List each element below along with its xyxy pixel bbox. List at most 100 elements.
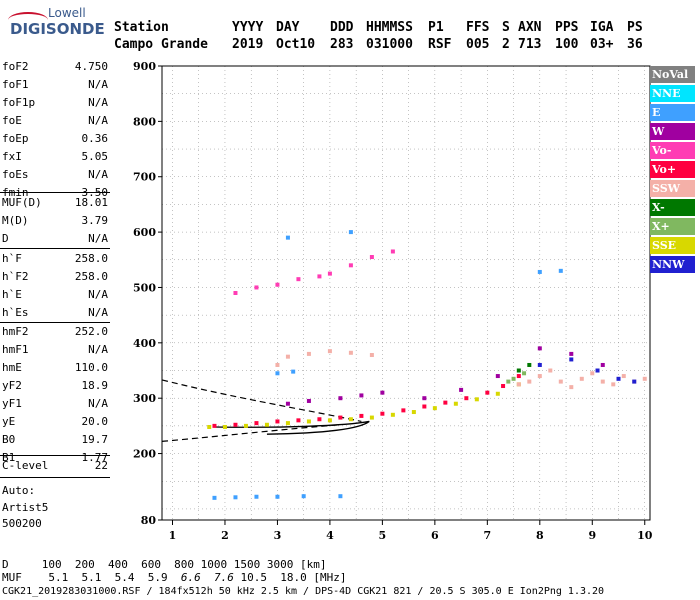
echo-point-ssw (590, 371, 595, 376)
legend-item-noval: NoVal (650, 66, 695, 83)
param-name: yF1 (2, 397, 22, 410)
echo-point-sse (306, 419, 311, 424)
echo-point-sse (327, 418, 332, 423)
header-value-axn: 713 (518, 37, 542, 52)
echo-point-w (600, 362, 605, 367)
echo-point-nnw (616, 376, 621, 381)
legend-item-vo-: Vo+ (650, 161, 695, 178)
echo-point-nnw (632, 379, 637, 384)
muf-value: 18.0 (266, 571, 307, 584)
echo-point-e (338, 494, 343, 499)
header-value-pps: 100 (555, 37, 579, 52)
param-row: M(D) 3.79 (0, 212, 110, 230)
param-row: foE N/A (0, 112, 110, 130)
param-row: fxI 5.05 (0, 148, 110, 166)
header-value-yyyy: 2019 (232, 37, 264, 52)
echo-point-sse (495, 391, 500, 396)
y-tick-label: 80 (141, 514, 157, 527)
echo-point-sse (432, 406, 437, 411)
x-tick-label: 6 (431, 529, 439, 542)
param-value: N/A (88, 96, 108, 109)
echo-point-ssw (285, 354, 290, 359)
header-value-ffs: 005 (466, 37, 490, 52)
param-row: h`E N/A (0, 286, 110, 304)
echo-point-vo- (317, 417, 322, 422)
param-row: h`F2 258.0 (0, 268, 110, 286)
y-tick-label: 600 (133, 226, 156, 239)
muf-value: 5.9 (134, 571, 168, 584)
muf-value: 5.4 (101, 571, 135, 584)
param-value: N/A (88, 78, 108, 91)
echo-point-ssw (621, 374, 626, 379)
echo-point-ssw (642, 376, 647, 381)
echo-point-x- (506, 379, 511, 384)
param-value: 3.79 (81, 214, 109, 227)
echo-point-sse (369, 415, 374, 420)
param-value: 1.77 (81, 451, 109, 464)
echo-point-e (537, 269, 542, 274)
echo-point-ssw (537, 374, 542, 379)
y-tick-label: 700 (133, 171, 156, 184)
echo-point-vo- (390, 249, 395, 254)
header-value-ddd: 283 (330, 37, 354, 52)
x-tick-label: 4 (326, 529, 334, 542)
x-tick-label: 1 (169, 529, 177, 542)
echo-point-vo- (501, 384, 506, 389)
echo-point-ssw (600, 379, 605, 384)
param-name: foF1 (2, 78, 29, 91)
echo-point-nnw (595, 368, 600, 373)
header-label-s: S (502, 20, 510, 35)
header-label-station: Station (114, 20, 169, 35)
echo-point-w (285, 401, 290, 406)
param-name: MUF(D) (2, 196, 42, 209)
echo-point-ssw (348, 350, 353, 355)
echo-point-vo- (254, 421, 259, 426)
echo-point-vo- (212, 423, 217, 428)
legend-item-w: W (650, 123, 695, 140)
echo-point-vo- (485, 390, 490, 395)
param-name: hmF2 (2, 325, 29, 338)
param-name: yE (2, 415, 16, 428)
param-value: 20.0 (81, 415, 109, 428)
echo-point-ssw (369, 353, 374, 358)
param-name: foEp (2, 132, 29, 145)
echo-point-e (291, 369, 296, 374)
param-value: 110.0 (74, 361, 108, 374)
echo-point-nnw (537, 362, 542, 367)
param-name: foF1p (2, 96, 36, 109)
echo-point-vo- (254, 285, 259, 290)
param-row: hmE 110.0 (0, 359, 110, 377)
legend-item-nne: NNE (650, 85, 695, 102)
header-label-pps: PPS (555, 20, 579, 35)
echo-point-w (459, 387, 464, 392)
echo-point-ssw (611, 382, 616, 387)
x-tick-label: 8 (536, 529, 544, 542)
echo-point-vo- (233, 291, 238, 295)
header-label-day: DAY (276, 20, 300, 35)
param-value: 18.01 (74, 196, 108, 209)
x-tick-label: 10 (637, 529, 653, 542)
param-value: 4.750 (74, 60, 108, 73)
echo-points (207, 230, 647, 500)
param-name: h`E (2, 288, 22, 301)
echo-point-vo- (275, 282, 280, 287)
echo-point-sse (285, 421, 290, 426)
param-row: foEs N/A (0, 166, 110, 184)
param-name: h`Es (2, 306, 29, 319)
param-value: N/A (88, 114, 108, 127)
echo-point-e (301, 494, 306, 499)
echo-point-w (380, 390, 385, 395)
echo-point-ssw (558, 379, 563, 384)
plot-axes: 1 2 3 4 5 6 7 8 9 10 80 200 300 400 500 600 700 800 900 (133, 60, 653, 542)
param-value: N/A (88, 343, 108, 356)
echo-point-sse (264, 422, 269, 427)
param-row: foF1p N/A (0, 94, 110, 112)
param-name: B0 (2, 433, 16, 446)
echo-point-ssw (579, 376, 584, 381)
legend-item-vo-: Vo- (650, 142, 695, 159)
header-label-hhmmss: HHMMSS (366, 20, 413, 35)
header-value-ps: 36 (627, 37, 643, 52)
echo-point-ssw (569, 385, 574, 390)
header-label-ffs: FFS (466, 20, 490, 35)
header-value-p1: RSF (428, 37, 452, 52)
